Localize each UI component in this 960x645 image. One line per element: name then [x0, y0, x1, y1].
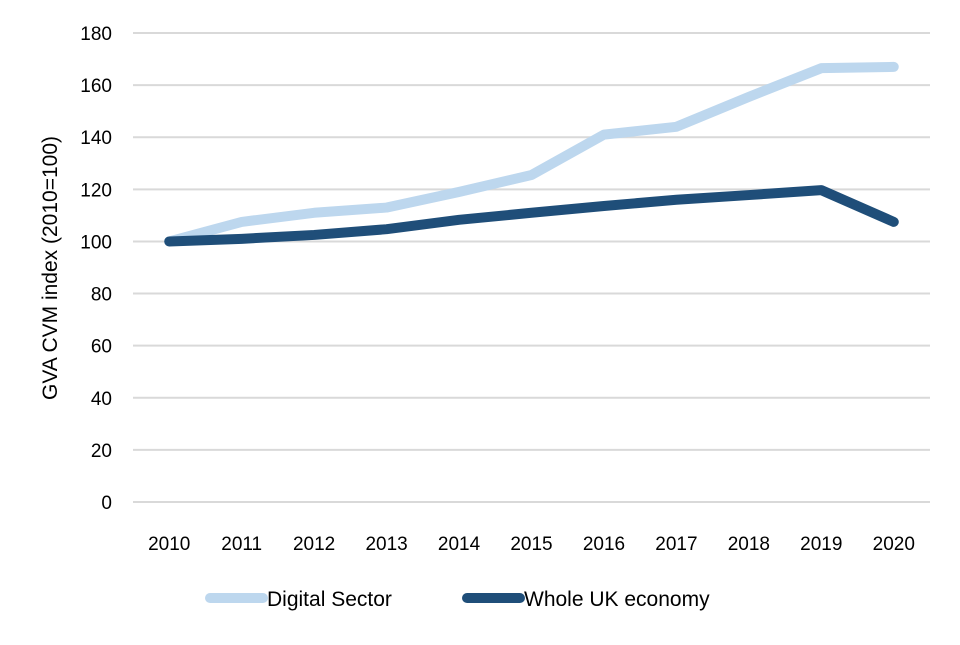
y-tick-label: 20	[91, 441, 112, 462]
y-tick-label: 100	[80, 232, 112, 253]
x-tick-label: 2017	[655, 534, 697, 555]
x-tick-label: 2012	[293, 534, 335, 555]
x-tick-label: 2015	[510, 534, 552, 555]
legend-label: Digital Sector	[267, 588, 392, 611]
y-tick-label: 40	[91, 389, 112, 410]
y-axis-label: GVA CVM index (2010=100)	[39, 136, 62, 400]
y-tick-label: 180	[80, 24, 112, 45]
x-tick-label: 2014	[438, 534, 481, 555]
y-tick-label: 0	[101, 493, 112, 514]
y-tick-label: 120	[80, 180, 112, 201]
y-tick-label: 140	[80, 128, 112, 149]
legend-label: Whole UK economy	[524, 588, 710, 611]
x-tick-label: 2018	[728, 534, 770, 555]
y-tick-label: 80	[91, 285, 112, 306]
x-tick-label: 2011	[221, 534, 262, 555]
x-tick-label: 2016	[583, 534, 625, 555]
y-tick-label: 60	[91, 337, 112, 358]
x-tick-label: 2020	[873, 534, 915, 555]
x-tick-label: 2013	[365, 534, 407, 555]
y-tick-label: 160	[80, 76, 112, 97]
x-tick-label: 2019	[800, 534, 842, 555]
x-tick-label: 2010	[148, 534, 190, 555]
